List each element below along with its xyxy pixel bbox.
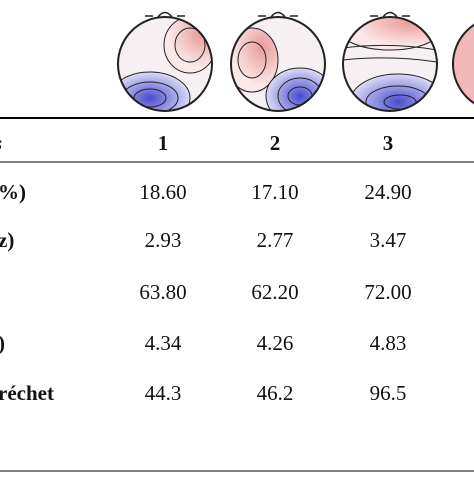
cell: 46.2 (257, 381, 294, 405)
cell: 2.93 (145, 228, 182, 252)
header-cell: s (0, 131, 2, 155)
cell: 18.60 (139, 180, 186, 204)
header-cell: 1 (158, 131, 169, 155)
header-cell: 3 (383, 131, 394, 155)
row-label: réchet (0, 381, 54, 405)
cell: 44.3 (145, 381, 182, 405)
cell: 96.5 (370, 381, 407, 405)
topomaps (117, 11, 474, 112)
cell: 3.47 (370, 228, 407, 252)
cell: 24.90 (364, 180, 411, 204)
cell: 4.83 (370, 331, 407, 355)
cell: 63.80 (139, 280, 186, 304)
cell: 2.77 (257, 228, 294, 252)
cell: 72.00 (364, 280, 411, 304)
cell: 4.34 (145, 331, 182, 355)
header-cell: 2 (270, 131, 281, 155)
cell: 62.20 (251, 280, 298, 304)
row-label: ) (0, 331, 5, 355)
row-label: z) (0, 228, 14, 252)
cell: 17.10 (251, 180, 298, 204)
cell: 4.26 (257, 331, 294, 355)
row-label: %) (0, 180, 26, 204)
